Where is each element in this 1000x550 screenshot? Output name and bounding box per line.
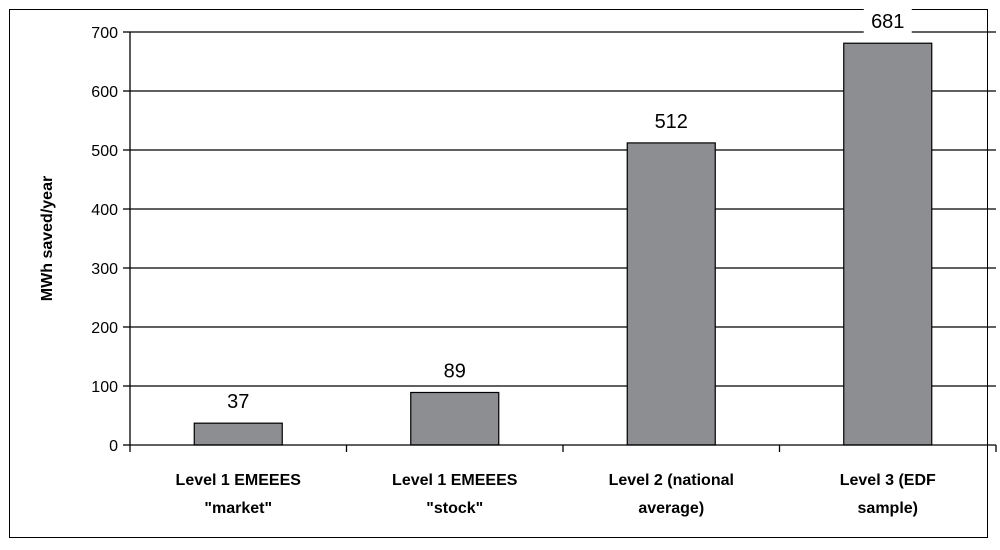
x-category-label: Level 2 (national xyxy=(609,472,734,489)
bar xyxy=(626,142,716,446)
bar xyxy=(843,42,933,446)
x-category-label: Level 1 EMEEES xyxy=(176,472,302,489)
x-category-label: Level 3 (EDF xyxy=(840,472,936,489)
data-label: 681 xyxy=(871,11,904,33)
data-label: 89 xyxy=(444,360,466,382)
bar xyxy=(410,391,500,446)
y-axis-title: MWh saved/year xyxy=(39,176,56,301)
data-label-background xyxy=(214,387,263,416)
x-category-label: average) xyxy=(638,500,704,517)
x-category-label: Level 1 EMEEES xyxy=(392,472,518,489)
x-category-label: "market" xyxy=(204,500,272,517)
data-label-background xyxy=(863,7,912,36)
bar xyxy=(193,422,283,446)
data-label-background xyxy=(430,356,479,385)
x-category-label: "stock" xyxy=(426,500,483,517)
x-category-label: sample) xyxy=(858,500,918,517)
y-tick-label: 100 xyxy=(91,379,118,396)
data-label: 512 xyxy=(655,111,688,133)
y-tick-label: 500 xyxy=(91,143,118,160)
y-tick-label: 400 xyxy=(91,202,118,219)
y-tick-label: 600 xyxy=(91,84,118,101)
chart-frame xyxy=(9,9,988,538)
y-tick-label: 0 xyxy=(109,438,118,455)
data-label-background xyxy=(647,106,696,135)
data-label: 37 xyxy=(227,391,249,413)
y-tick-label: 300 xyxy=(91,261,118,278)
y-tick-label: 200 xyxy=(91,320,118,337)
y-tick-label: 700 xyxy=(91,25,118,42)
